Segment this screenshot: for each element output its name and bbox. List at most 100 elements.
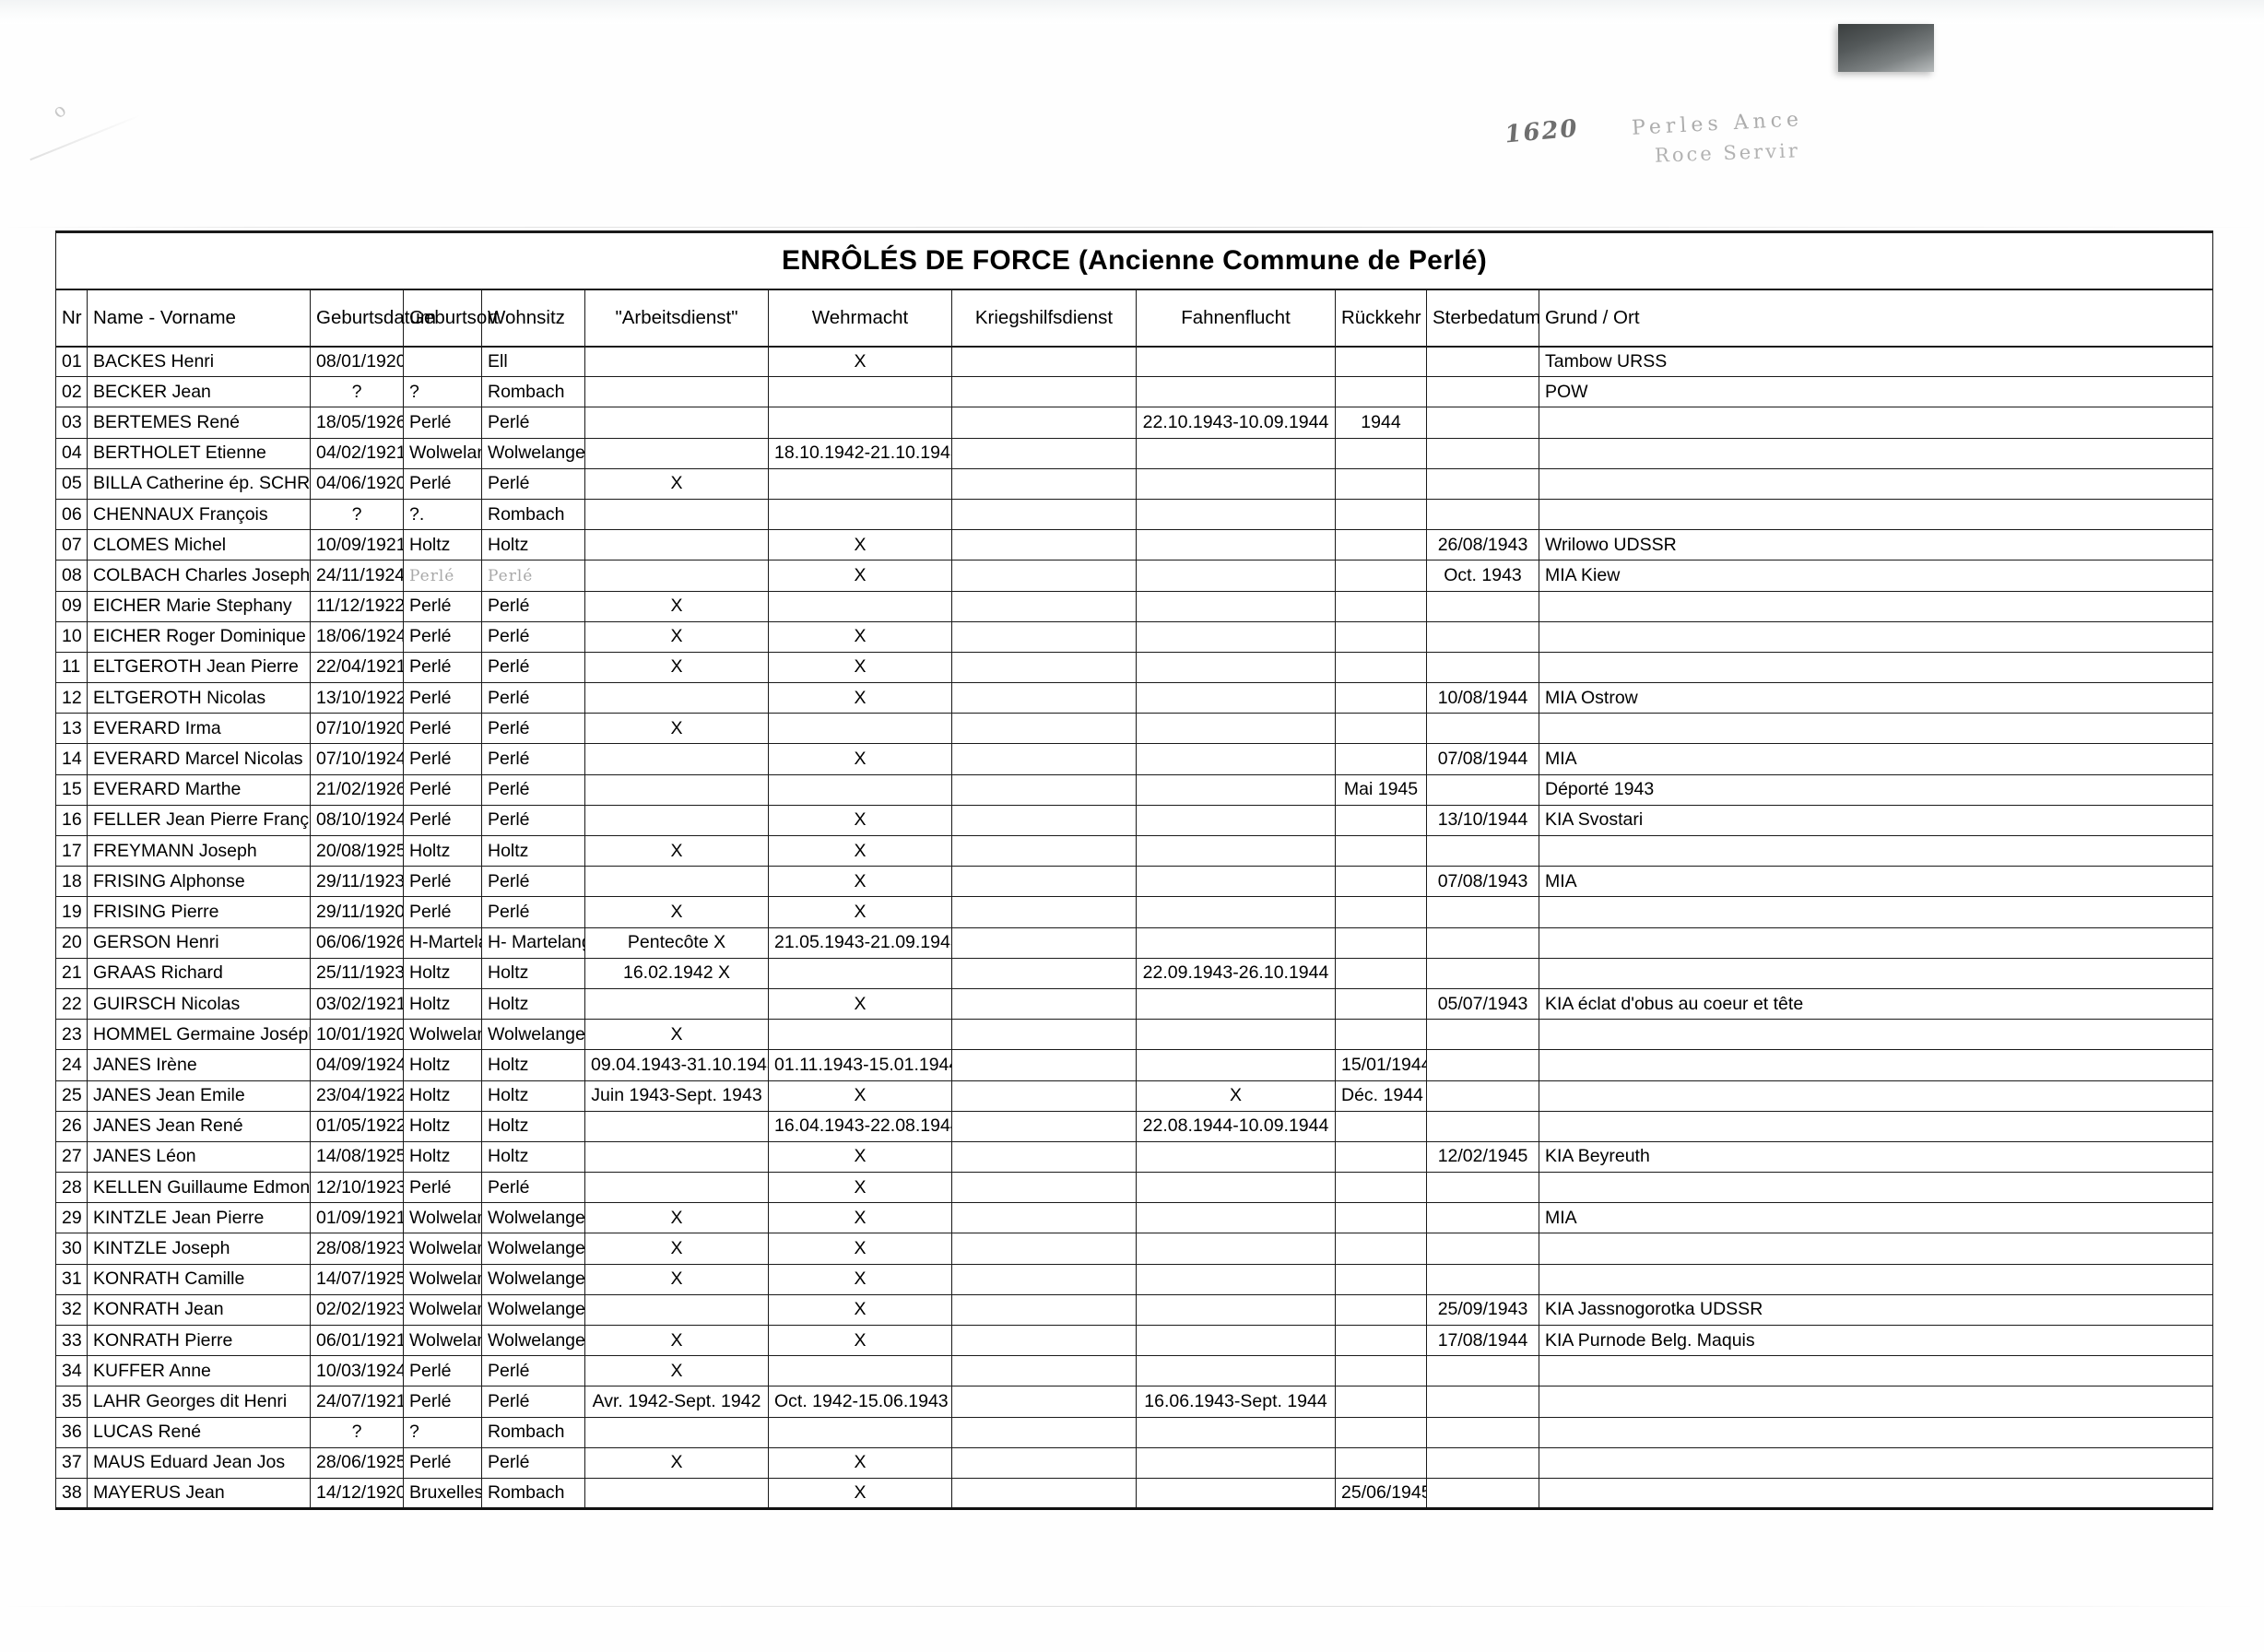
table-row: 16 FELLER Jean Pierre François 08/10/1924 P… [55, 804, 2214, 837]
cell-value: 09 [62, 596, 82, 617]
cell-fahnen [1136, 834, 1336, 867]
cell-wehr [768, 957, 952, 989]
cell-res: Rombach [481, 1477, 585, 1511]
cell-bdate: 04/09/1924 [310, 1049, 404, 1081]
cell-bplace: Holtz [403, 834, 482, 867]
cell-nr: 15 [55, 773, 88, 806]
table-row: 37 MAUS Eduard Jean Jos 28/06/1925 Perlé Per… [55, 1446, 2214, 1479]
cell-nr: 23 [55, 1019, 88, 1051]
cell-res: Perlé [481, 1355, 585, 1387]
cell-kriegs [951, 376, 1137, 408]
cell-wehr: X [768, 987, 952, 1021]
cell-wehr: X [768, 620, 952, 653]
cell-bdate: ? [310, 1416, 404, 1448]
cell-fahnen [1136, 804, 1336, 837]
cell-bdate: 07/10/1924 [310, 743, 404, 775]
column-header-fahnen[interactable]: Fahnenflucht [1136, 289, 1336, 348]
cell-fahnen [1136, 987, 1336, 1021]
cell-sterbe [1426, 1019, 1539, 1051]
cell-kriegs [951, 620, 1137, 653]
cell-sterbe: 25/09/1943 [1426, 1293, 1539, 1327]
cell-value: X [854, 687, 867, 708]
column-header-ruck[interactable]: Rückkehr [1335, 289, 1427, 348]
cell-grund [1538, 834, 2214, 867]
cell-ruck: Mai 1945 [1335, 773, 1427, 806]
cell-grund [1538, 713, 2214, 745]
cell-nr: 25 [55, 1080, 88, 1112]
cell-grund [1538, 590, 2214, 622]
cell-fahnen [1136, 682, 1336, 714]
cell-value: 18 [62, 870, 82, 891]
cell-sterbe [1426, 1202, 1539, 1234]
column-header-bplace[interactable]: Geburtsort [403, 289, 499, 348]
cell-sterbe [1426, 376, 1539, 408]
column-header-res[interactable]: Wohnsitz [481, 289, 585, 348]
cell-value: 33 [62, 1329, 82, 1351]
cell-value: 26/08/1943 [1437, 534, 1528, 555]
cell-arbeit [584, 1172, 769, 1204]
cell-value: KIA Beyreuth [1545, 1146, 1650, 1167]
cell-wehr [768, 407, 952, 439]
cell-nr: 17 [55, 834, 88, 867]
cell-ruck [1335, 1172, 1427, 1204]
cell-ruck [1335, 376, 1427, 408]
cell-grund [1538, 1477, 2214, 1511]
cell-handwritten-annotation: Perlé [488, 566, 534, 585]
cell-sterbe [1426, 1233, 1539, 1265]
cell-bplace: Holtz [403, 1080, 482, 1112]
cell-value: Perlé [488, 626, 530, 647]
cell-value: 06 [62, 503, 82, 525]
cell-value: ELTGEROTH Nicolas [93, 687, 266, 708]
column-header-name[interactable]: Name - Vorname [87, 289, 311, 348]
cell-name: JANES Léon [87, 1140, 311, 1174]
cell-res: Holtz [481, 1080, 585, 1112]
cell-value: 15 [62, 779, 82, 800]
cell-kriegs [951, 407, 1137, 439]
cell-value: Holtz [488, 993, 529, 1014]
column-header-kriegs[interactable]: Kriegshilfsdienst [951, 289, 1137, 348]
cell-value: MIA Ostrow [1545, 687, 1638, 708]
cell-wehr [768, 590, 952, 622]
column-header-sterbe[interactable]: Sterbedatum [1426, 289, 1540, 348]
cell-sterbe [1426, 345, 1539, 378]
cell-value: Déporté 1943 [1545, 779, 1655, 800]
cell-sterbe: 07/08/1944 [1426, 743, 1539, 775]
cell-ruck [1335, 467, 1427, 500]
cell-value: 02/02/1923 [316, 1299, 404, 1320]
cell-value: 12 [62, 687, 82, 708]
cell-ruck [1335, 1355, 1427, 1387]
cell-grund: KIA Beyreuth [1538, 1140, 2214, 1174]
cell-kriegs [951, 1233, 1137, 1265]
cell-fahnen [1136, 1233, 1336, 1265]
cell-arbeit [584, 376, 769, 408]
cell-grund [1538, 1446, 2214, 1479]
cell-bdate: 22/04/1921 [310, 651, 404, 684]
cell-value: Perlé [409, 717, 452, 738]
cell-name: KINTZLE Jean Pierre [87, 1202, 311, 1234]
cell-value: 1944 [1361, 411, 1401, 432]
cell-nr: 01 [55, 345, 88, 378]
column-header-arbeit[interactable]: "Arbeitsdienst" [584, 289, 769, 348]
cell-bplace: ? [403, 1416, 482, 1448]
cell-value: X [854, 1482, 867, 1504]
cell-value: 36 [62, 1422, 82, 1443]
cell-value: 08/01/1920 [316, 350, 404, 372]
column-header-wehr[interactable]: Wehrmacht [768, 289, 952, 348]
cell-value: 19 [62, 901, 82, 922]
cell-res: Perlé [481, 773, 585, 806]
cell-value: Holtz [409, 1054, 451, 1075]
cell-value: 38 [62, 1482, 82, 1504]
cell-value: 08 [62, 564, 82, 585]
cell-value: Wolwelange [409, 1268, 481, 1290]
cell-value: Wolwelange [409, 1207, 481, 1228]
column-header-bdate[interactable]: Geburtsdatum [310, 289, 436, 348]
column-header-nr[interactable]: Nr [55, 289, 88, 348]
cell-value: Wolwelange [409, 1329, 481, 1351]
cell-grund [1538, 437, 2214, 469]
cell-nr: 12 [55, 682, 88, 714]
column-header-grund[interactable]: Grund / Ort [1538, 289, 2214, 348]
cell-ruck [1335, 1416, 1427, 1448]
cell-ruck [1335, 345, 1427, 378]
